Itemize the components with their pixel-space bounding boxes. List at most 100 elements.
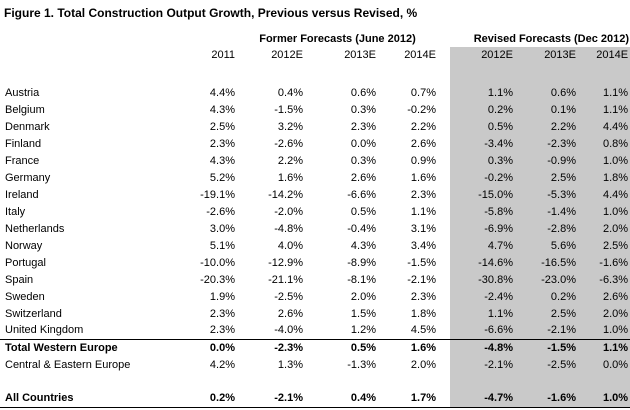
cell-value: 0.0% bbox=[209, 341, 235, 354]
cell-value: 0.5% bbox=[450, 118, 515, 135]
column-gap bbox=[438, 322, 450, 340]
cell-value: 1.0% bbox=[578, 390, 630, 408]
column-header-former-2012e: 2012E bbox=[271, 48, 303, 61]
cell-value: 2.0% bbox=[578, 220, 630, 237]
row-label: Norway bbox=[5, 239, 43, 252]
column-gap bbox=[438, 203, 450, 220]
cell-value: 0.8% bbox=[578, 135, 630, 152]
table-row: France 4.3% 2.2% 0.3% 0.9% 0.3% -0.9% 1.0% bbox=[0, 152, 630, 169]
cell-value: 1.1% bbox=[450, 84, 515, 101]
spacer-cell bbox=[191, 373, 237, 390]
cell-value: 4.3% bbox=[209, 154, 235, 167]
cell-value: -2.1% bbox=[237, 390, 305, 408]
cell-value: -19.1% bbox=[200, 188, 235, 201]
cell-value: -2.6% bbox=[274, 137, 303, 150]
cell-value: 3.2% bbox=[277, 120, 303, 133]
cell-value: 2.5% bbox=[578, 237, 630, 254]
cell-value: 4.7% bbox=[450, 237, 515, 254]
column-gap bbox=[438, 31, 450, 47]
cell-value: 5.1% bbox=[209, 239, 235, 252]
cell-value: 0.4% bbox=[277, 86, 303, 99]
cell-value: -5.8% bbox=[450, 203, 515, 220]
cell-value: 2.3% bbox=[410, 188, 436, 201]
cell-value: 1.0% bbox=[578, 152, 630, 169]
column-header-former-2014e: 2014E bbox=[404, 48, 436, 61]
row-label: All Countries bbox=[0, 390, 191, 408]
column-gap bbox=[438, 169, 450, 186]
table-row: Germany 5.2% 1.6% 2.6% 1.6% -0.2% 2.5% 1.8% bbox=[0, 169, 630, 186]
table-row: Italy -2.6% -2.0% 0.5% 1.1% -5.8% -1.4% 1.0% bbox=[0, 203, 630, 220]
cell-value: 4.2% bbox=[209, 358, 235, 371]
table-row: Norway 5.1% 4.0% 4.3% 3.4% 4.7% 5.6% 2.5% bbox=[0, 237, 630, 254]
cell-value: 0.4% bbox=[305, 390, 378, 408]
cell-value: 2.6% bbox=[277, 307, 303, 320]
spacer-cell bbox=[0, 373, 191, 390]
cell-value: 4.0% bbox=[277, 239, 303, 252]
cell-value: -30.8% bbox=[450, 271, 515, 288]
cell-value: 1.2% bbox=[305, 322, 378, 340]
cell-value: -6.3% bbox=[578, 271, 630, 288]
cell-value: 2.3% bbox=[350, 120, 376, 133]
cell-value: 3.1% bbox=[410, 222, 436, 235]
cell-value: 0.6% bbox=[350, 86, 376, 99]
cell-value: -12.9% bbox=[268, 256, 303, 269]
spacer-cell bbox=[191, 62, 237, 84]
spacer-cell bbox=[450, 62, 515, 84]
column-header-revised-2014e: 2014E bbox=[578, 47, 630, 62]
cell-value: 1.0% bbox=[578, 203, 630, 220]
cell-value: 3.0% bbox=[209, 222, 235, 235]
cell-value: -0.9% bbox=[515, 152, 578, 169]
cell-value: 4.4% bbox=[209, 86, 235, 99]
cell-value: 1.3% bbox=[277, 358, 303, 371]
cell-value: -1.4% bbox=[515, 203, 578, 220]
cell-value: -2.1% bbox=[450, 356, 515, 373]
row-label: Netherlands bbox=[5, 222, 65, 235]
cell-value: 1.5% bbox=[350, 307, 376, 320]
cell-value: 0.9% bbox=[410, 154, 436, 167]
cell-value: -2.6% bbox=[206, 205, 235, 218]
spacer-cell bbox=[578, 373, 630, 390]
cell-value: -6.6% bbox=[450, 322, 515, 340]
column-gap bbox=[438, 373, 450, 390]
column-gap bbox=[438, 254, 450, 271]
column-gap bbox=[438, 47, 450, 62]
cell-value: -20.3% bbox=[200, 273, 235, 286]
column-gap bbox=[438, 288, 450, 305]
cell-value: 1.8% bbox=[578, 169, 630, 186]
cell-value: -1.5% bbox=[274, 103, 303, 116]
row-label: Denmark bbox=[5, 120, 50, 133]
cell-value: 1.6% bbox=[410, 341, 436, 354]
cell-value: -2.3% bbox=[274, 341, 303, 354]
group-header-row: Former Forecasts (June 2012) Revised For… bbox=[0, 31, 630, 47]
cell-value: 1.0% bbox=[578, 322, 630, 340]
cell-value: 2.2% bbox=[277, 154, 303, 167]
cell-value: 5.2% bbox=[209, 171, 235, 184]
cell-value: 2.6% bbox=[410, 137, 436, 150]
cell-value: 2.3% bbox=[191, 322, 237, 340]
cell-value: -6.9% bbox=[450, 220, 515, 237]
table-row: Austria 4.4% 0.4% 0.6% 0.7% 1.1% 0.6% 1.1% bbox=[0, 84, 630, 101]
cell-value: -1.5% bbox=[515, 339, 578, 356]
column-header-row: 2011 2012E 2013E 2014E 2012E 2013E 2014E bbox=[0, 47, 630, 62]
cell-value: 4.3% bbox=[209, 103, 235, 116]
cell-value: -2.3% bbox=[515, 135, 578, 152]
column-gap bbox=[438, 220, 450, 237]
spacer-row bbox=[0, 373, 630, 390]
cell-value: 1.1% bbox=[578, 84, 630, 101]
row-label: Central & Eastern Europe bbox=[5, 358, 131, 371]
column-gap bbox=[438, 305, 450, 322]
cell-value: -16.5% bbox=[515, 254, 578, 271]
cell-value: 0.2% bbox=[450, 101, 515, 118]
cell-value: -0.2% bbox=[407, 103, 436, 116]
cell-value: 0.3% bbox=[350, 154, 376, 167]
cell-value: 2.5% bbox=[209, 120, 235, 133]
cell-value: -1.5% bbox=[407, 256, 436, 269]
cell-value: 2.0% bbox=[350, 290, 376, 303]
cell-value: 5.6% bbox=[515, 237, 578, 254]
table-row: Spain -20.3% -21.1% -8.1% -2.1% -30.8% -23.0% -… bbox=[0, 271, 630, 288]
row-label: Germany bbox=[5, 171, 51, 184]
spacer-cell bbox=[515, 62, 578, 84]
column-gap bbox=[438, 62, 450, 84]
cell-value: 2.3% bbox=[209, 137, 235, 150]
cell-value: 0.3% bbox=[350, 103, 376, 116]
